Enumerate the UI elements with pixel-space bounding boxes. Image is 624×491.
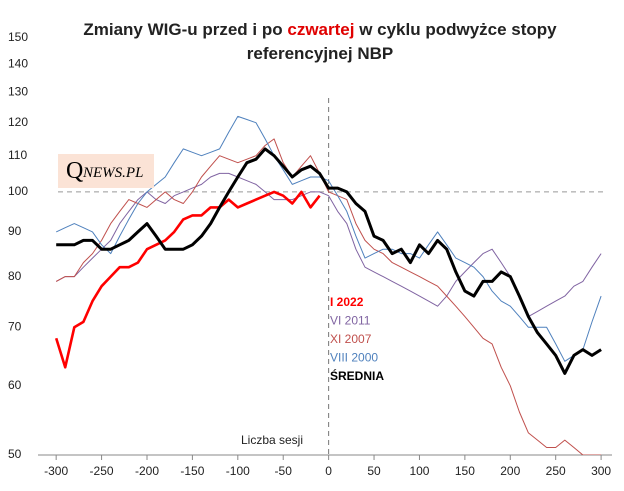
- x-tick-label: -300: [44, 464, 68, 478]
- y-tick-label: 80: [8, 269, 22, 283]
- chart-title: Zmiany WIG-u przed i po czwartej w cyklu…: [60, 18, 580, 66]
- title-part: w cyklu podwyżce stopy referencyjnej NBP: [246, 20, 557, 63]
- x-tick-label: 200: [500, 464, 520, 478]
- y-tick-label: 90: [8, 224, 22, 238]
- x-tick-label: 0: [325, 464, 332, 478]
- legend-entry: VIII 2000: [330, 351, 378, 365]
- logo-text: NEWS.PL: [83, 165, 144, 181]
- y-tick-label: 110: [8, 148, 27, 162]
- x-tick-label: -200: [135, 464, 159, 478]
- x-tick-label: 250: [546, 464, 566, 478]
- y-tick-label: 50: [8, 447, 22, 461]
- legend-entry: XI 2007: [330, 332, 372, 346]
- x-tick-label: -50: [275, 464, 293, 478]
- y-tick-label: 70: [8, 319, 22, 333]
- y-tick-label: 150: [8, 30, 28, 44]
- annotation: Liczba sesji: [241, 433, 303, 447]
- logo-initial: Q: [66, 158, 84, 184]
- y-tick-label: 100: [8, 184, 28, 198]
- series-line: [54, 190, 321, 369]
- title-part: Zmiany WIG-u przed i po: [83, 20, 283, 39]
- logo: Q NEWS.PL: [58, 154, 154, 188]
- x-tick-label: -150: [180, 464, 204, 478]
- series-line: [56, 147, 602, 375]
- x-tick-label: 50: [367, 464, 381, 478]
- series-line: [55, 115, 602, 362]
- x-tick-label: 100: [409, 464, 429, 478]
- x-tick-label: -250: [90, 464, 114, 478]
- y-tick-label: 140: [8, 56, 28, 70]
- y-tick-label: 60: [8, 378, 22, 392]
- title-highlight: czwartej: [287, 20, 355, 39]
- legend-entry: I 2022: [330, 295, 364, 309]
- x-tick-label: 300: [591, 464, 611, 478]
- legend-entry: VI 2011: [330, 314, 371, 328]
- y-tick-label: 130: [8, 84, 28, 98]
- series-line: [55, 138, 602, 455]
- legend-entry: ŚREDNIA: [330, 368, 384, 383]
- x-tick-label: -100: [226, 464, 250, 478]
- y-tick-label: 120: [8, 115, 28, 129]
- x-tick-label: 150: [455, 464, 475, 478]
